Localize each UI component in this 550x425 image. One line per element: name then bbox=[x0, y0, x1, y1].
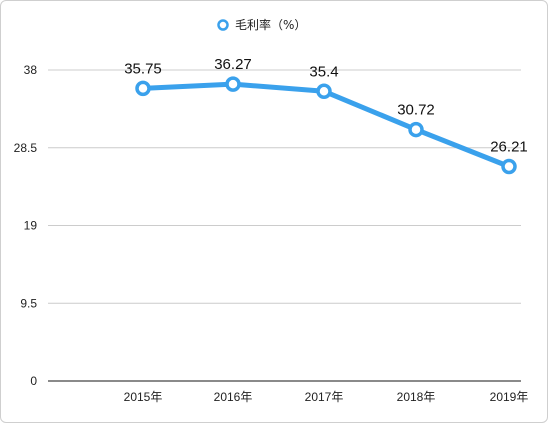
series-points bbox=[135, 76, 517, 175]
y-tick-label: 0 bbox=[30, 374, 37, 388]
x-tick-label: 2019年 bbox=[490, 390, 529, 404]
x-tick-label: 2016年 bbox=[214, 390, 253, 404]
legend-marker-icon bbox=[217, 19, 229, 31]
data-point bbox=[408, 121, 424, 138]
x-axis-ticks: 2015年 2016年 2017年 2018年 2019年 bbox=[124, 390, 529, 404]
data-point bbox=[135, 80, 151, 97]
y-tick-label: 38 bbox=[24, 63, 38, 77]
data-label: 35.4 bbox=[309, 63, 338, 80]
x-tick-label: 2018年 bbox=[397, 390, 436, 404]
x-tick-label: 2015年 bbox=[124, 390, 163, 404]
data-label: 26.21 bbox=[490, 138, 528, 155]
data-point bbox=[501, 158, 517, 175]
y-axis-ticks: 0 9.5 19 28.5 38 bbox=[14, 63, 38, 388]
data-labels: 35.75 36.27 35.4 30.72 26.21 bbox=[124, 56, 528, 155]
data-point bbox=[316, 83, 332, 100]
grid-lines bbox=[48, 69, 521, 382]
legend-label: 毛利率（%） bbox=[235, 17, 306, 32]
data-label: 36.27 bbox=[214, 56, 252, 73]
y-tick-label: 9.5 bbox=[20, 296, 37, 310]
y-tick-label: 28.5 bbox=[14, 141, 38, 155]
x-tick-label: 2017年 bbox=[305, 390, 344, 404]
data-label: 30.72 bbox=[397, 102, 435, 119]
data-label: 35.75 bbox=[124, 60, 162, 77]
y-tick-label: 19 bbox=[24, 219, 38, 233]
legend: 毛利率（%） bbox=[217, 17, 306, 32]
data-point bbox=[225, 76, 241, 92]
